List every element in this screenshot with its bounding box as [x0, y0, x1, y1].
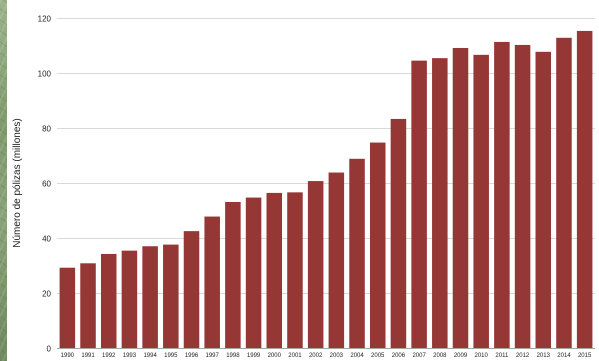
x-tick-label-1997: 1997: [206, 353, 220, 359]
x-tick-label-2002: 2002: [309, 353, 323, 359]
x-tick-label-1991: 1991: [81, 353, 95, 359]
y-tick-labels: 0 20 40 60 80 100 120: [38, 15, 52, 354]
x-tick-label-1998: 1998: [226, 353, 240, 359]
chart-panel: 0 20 40 60 80 100 120 1990 1991 1992 1993 1994 1995…: [7, 0, 599, 361]
x-tick-label-2012: 2012: [516, 353, 530, 359]
x-tick-label-2003: 2003: [330, 353, 344, 359]
bar-2001: [287, 192, 303, 348]
x-tick-label-2011: 2011: [495, 353, 509, 359]
y-axis-title: Número de pólizas (millones): [12, 118, 23, 248]
x-tick-label-2009: 2009: [454, 353, 468, 359]
bar-2012: [514, 44, 531, 348]
bar-2002: [307, 181, 324, 348]
bar-2004: [349, 158, 365, 348]
bar-1998: [225, 201, 241, 348]
y-tick-label-60: 60: [42, 180, 51, 189]
x-tick-label-2005: 2005: [371, 353, 385, 359]
x-tick-label-1999: 1999: [247, 353, 261, 359]
bar-1994: [142, 246, 158, 348]
x-tick-label-1990: 1990: [61, 353, 75, 359]
bar-2015: [576, 30, 593, 349]
bar-1995: [163, 244, 179, 348]
bar-2007: [411, 60, 427, 349]
x-tick-label-2004: 2004: [350, 353, 364, 359]
y-tick-label-80: 80: [42, 125, 51, 134]
bar-1996: [183, 231, 200, 349]
x-tick-label-1993: 1993: [123, 353, 137, 359]
x-tick-label-2006: 2006: [392, 353, 406, 359]
bar-2000: [266, 192, 283, 348]
bar-1990: [59, 267, 76, 348]
x-tick-label-2007: 2007: [412, 353, 426, 359]
gridlines: [57, 18, 595, 294]
y-tick-label-40: 40: [42, 235, 51, 244]
x-tick-label-2001: 2001: [288, 353, 302, 359]
x-tick-label-2015: 2015: [578, 353, 592, 359]
bar-chart: 0 20 40 60 80 100 120 1990 1991 1992 1993 1994 1995…: [12, 15, 595, 359]
bar-1993: [121, 250, 138, 348]
bar-2003: [328, 172, 345, 348]
bar-1992: [100, 253, 117, 348]
x-tick-label-1996: 1996: [185, 353, 199, 359]
x-tick-label-2013: 2013: [537, 353, 551, 359]
x-tick-label-2000: 2000: [268, 353, 282, 359]
bar-2008: [432, 58, 448, 349]
bar-2005: [369, 142, 386, 348]
bar-2013: [535, 51, 552, 348]
y-tick-label-120: 120: [38, 15, 52, 24]
bar-1999: [245, 197, 262, 348]
bar-2010: [473, 54, 489, 348]
y-tick-label-20: 20: [42, 290, 51, 299]
x-tick-label-2014: 2014: [557, 353, 571, 359]
x-tick-labels: 1990 1991 1992 1993 1994 1995 1996 1997 1998 1999…: [61, 353, 592, 359]
bar-2006: [390, 118, 407, 349]
x-tick-label-1994: 1994: [143, 353, 157, 359]
bar-1991: [80, 263, 96, 348]
x-tick-label-2008: 2008: [433, 353, 447, 359]
x-tick-label-1992: 1992: [102, 353, 116, 359]
bar-2009: [452, 47, 469, 348]
y-tick-label-100: 100: [38, 70, 52, 79]
y-tick-label-0: 0: [47, 345, 52, 354]
x-tick-label-1995: 1995: [164, 353, 178, 359]
bars: [59, 30, 593, 349]
bar-2011: [494, 41, 510, 349]
bar-1997: [204, 216, 220, 348]
x-tick-label-2010: 2010: [475, 353, 489, 359]
bar-2014: [556, 37, 572, 349]
